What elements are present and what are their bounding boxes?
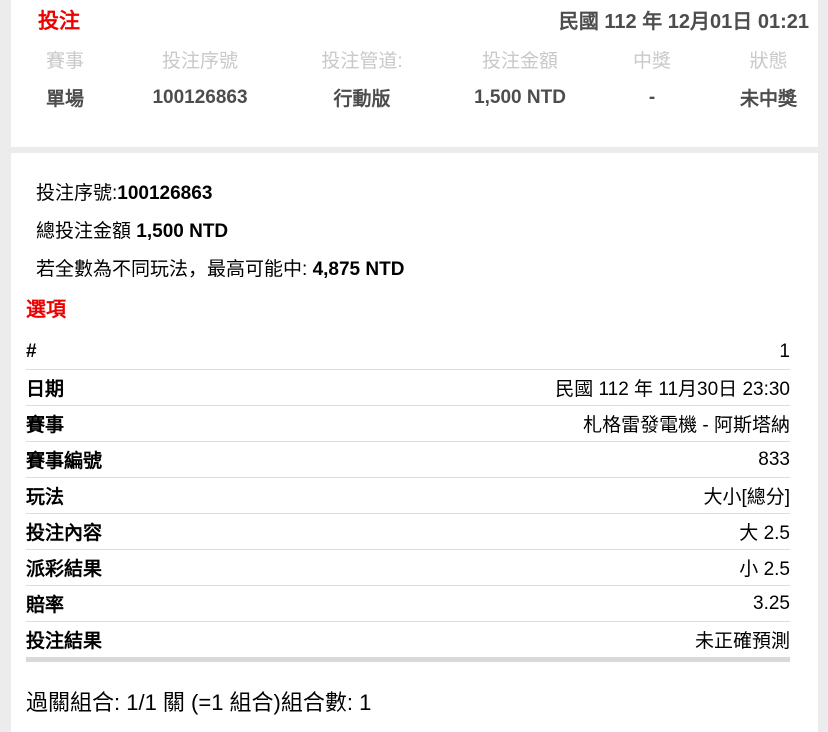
page-title: 投注 xyxy=(38,10,80,33)
row-event-number: 賽事編號 833 xyxy=(26,442,790,478)
total-amount-line: 總投注金額 1,500 NTD xyxy=(36,213,790,251)
bet-channel-value: 行動版 xyxy=(333,89,391,110)
event-type-value: 單場 xyxy=(45,89,84,110)
bet-amount-value: 1,500 NTD xyxy=(474,86,566,108)
max-win-label: 若全數為不同玩法，最高可能中: xyxy=(36,259,313,280)
column-header-event-type: 賽事 xyxy=(45,51,84,72)
row-event-number-label: 賽事編號 xyxy=(26,451,103,472)
row-odds-value: 3.25 xyxy=(753,592,790,614)
summary-header: 投注 民國 112 年 12月01日 01:21 xyxy=(11,0,818,34)
row-bet-content: 投注內容 大 2.5 xyxy=(26,514,790,550)
summary-header-row: 賽事 投注序號 投注管道: 投注金額 中獎 狀態 xyxy=(11,45,828,83)
bet-summary-table: 賽事 投注序號 投注管道: 投注金額 中獎 狀態 單場 100126863 行動… xyxy=(11,45,828,112)
serial-number: 100126863 xyxy=(117,183,213,204)
row-index-value: 1 xyxy=(779,340,790,362)
option-detail-table: # 1 日期 民國 112 年 11月30日 23:30 賽事 札格雷發電機 -… xyxy=(26,334,790,662)
bet-detail-card: 投注序號:100126863 總投注金額 1,500 NTD 若全數為不同玩法，… xyxy=(11,153,818,732)
row-payout-result-label: 派彩結果 xyxy=(26,559,103,580)
column-header-bet-amount: 投注金額 xyxy=(481,51,558,72)
row-bet-result-value: 未正確預測 xyxy=(694,631,790,652)
bet-detail-summary: 投注序號:100126863 總投注金額 1,500 NTD 若全數為不同玩法，… xyxy=(36,175,790,289)
row-play-type: 玩法 大小[總分] xyxy=(26,478,790,514)
row-bet-content-label: 投注內容 xyxy=(26,523,103,544)
row-odds-label: 賠率 xyxy=(26,595,65,616)
total-amount-value: 1,500 NTD xyxy=(136,221,229,242)
options-section-title: 選項 xyxy=(26,299,66,321)
row-payout-result: 派彩結果 小 2.5 xyxy=(26,550,790,586)
row-index: # 1 xyxy=(26,334,790,370)
row-bet-content-value: 大 2.5 xyxy=(739,523,790,544)
summary-value-row: 單場 100126863 行動版 1,500 NTD - 未中獎 xyxy=(11,83,828,112)
row-index-label: # xyxy=(26,340,37,362)
column-header-winnings: 中獎 xyxy=(632,51,671,72)
row-event-value: 札格雷發電機 - 阿斯塔納 xyxy=(583,415,790,436)
row-payout-result-value: 小 2.5 xyxy=(739,559,790,580)
bet-serial-value: 100126863 xyxy=(152,86,248,108)
row-event-label: 賽事 xyxy=(26,415,65,436)
column-header-bet-channel: 投注管道: xyxy=(321,51,403,72)
column-header-bet-serial: 投注序號 xyxy=(161,51,238,72)
max-win-value: 4,875 NTD xyxy=(312,259,405,280)
bet-summary-card: 投注 民國 112 年 12月01日 01:21 賽事 投注序號 投注管道: 投… xyxy=(11,0,818,147)
row-play-type-label: 玩法 xyxy=(26,487,65,508)
total-amount-label: 總投注金額 xyxy=(36,221,137,242)
serial-line: 投注序號:100126863 xyxy=(36,175,790,213)
row-play-type-value: 大小[總分] xyxy=(703,487,790,508)
row-date: 日期 民國 112 年 11月30日 23:30 xyxy=(26,370,790,406)
serial-label: 投注序號: xyxy=(36,183,118,204)
status-value: 未中獎 xyxy=(739,89,797,110)
column-header-status: 狀態 xyxy=(749,51,788,72)
winnings-value: - xyxy=(648,86,656,108)
row-event-number-value: 833 xyxy=(758,448,790,470)
parlay-combo-line: 過關組合: 1/1 關 (=1 組合)組合數: 1 xyxy=(26,690,372,715)
row-bet-result: 投注結果 未正確預測 xyxy=(26,622,790,662)
row-bet-result-label: 投注結果 xyxy=(26,631,103,652)
row-date-value: 民國 112 年 11月30日 23:30 xyxy=(555,379,790,400)
row-date-label: 日期 xyxy=(26,379,65,400)
row-odds: 賠率 3.25 xyxy=(26,586,790,622)
max-win-line: 若全數為不同玩法，最高可能中: 4,875 NTD xyxy=(36,251,790,289)
bet-datetime: 民國 112 年 12月01日 01:21 xyxy=(558,11,809,33)
row-event: 賽事 札格雷發電機 - 阿斯塔納 xyxy=(26,406,790,442)
